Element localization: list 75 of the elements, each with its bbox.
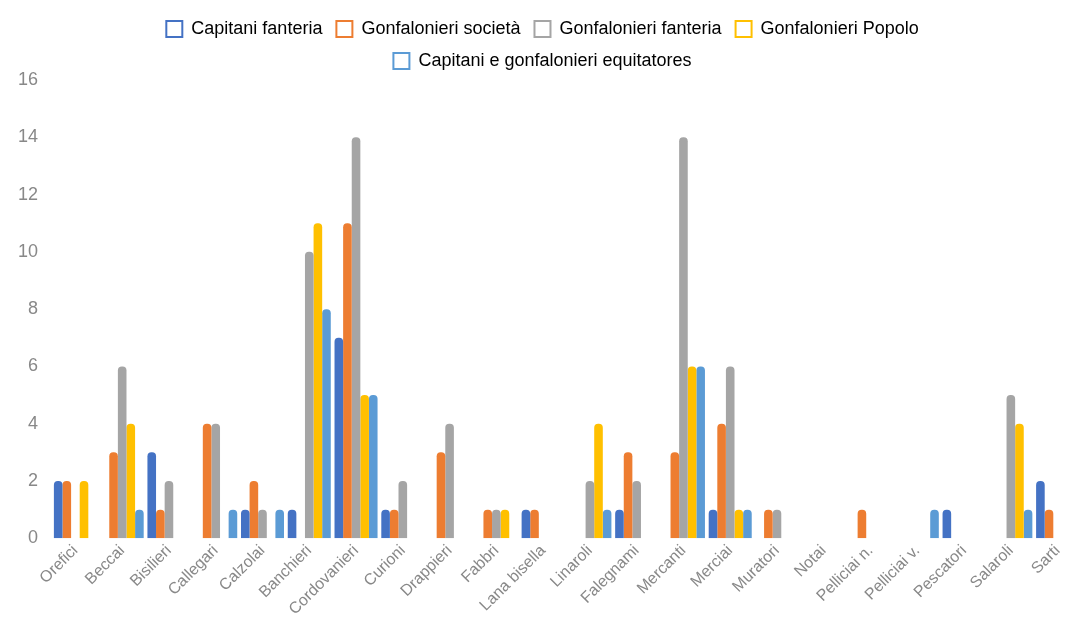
- bar: [202, 423, 212, 539]
- bar: [304, 251, 314, 539]
- bar: [368, 395, 378, 539]
- bar: [211, 423, 221, 539]
- bar: [585, 481, 595, 539]
- bar: [351, 137, 361, 539]
- bar: [287, 509, 297, 539]
- bar: [632, 481, 641, 539]
- bar: [360, 395, 369, 539]
- bar: [240, 509, 250, 539]
- bar: [670, 452, 680, 539]
- bar: [734, 509, 744, 539]
- bar: [398, 481, 408, 539]
- bar: [343, 223, 352, 539]
- bar: [164, 481, 174, 539]
- bar: [117, 366, 127, 539]
- bar: [1036, 481, 1045, 539]
- bar: [942, 509, 952, 539]
- bar: [436, 452, 446, 539]
- legend-label: Capitani fanteria: [191, 17, 324, 38]
- bar: [445, 423, 454, 539]
- bar: [147, 452, 157, 539]
- y-tick-label: 6: [28, 355, 39, 376]
- bar: [62, 481, 72, 539]
- bar: [687, 366, 697, 539]
- bar: [389, 509, 399, 539]
- bar: [79, 481, 89, 539]
- bar: [126, 423, 136, 539]
- bar: [500, 509, 510, 539]
- legend-label: Capitani e gonfalonieri equitatores: [418, 49, 692, 70]
- bar: [743, 509, 752, 539]
- y-tick-label: 4: [28, 412, 39, 433]
- bar: [228, 509, 238, 539]
- y-tick-label: 0: [28, 527, 39, 548]
- bar: [109, 452, 118, 539]
- bar: [156, 509, 165, 539]
- bar: [521, 509, 531, 539]
- bar: [679, 137, 688, 539]
- bar: [322, 309, 331, 539]
- bar: [708, 509, 718, 539]
- bar: [135, 509, 144, 539]
- legend-label: Gonfalonieri fanteria: [559, 17, 723, 38]
- y-tick-label: 10: [17, 240, 39, 261]
- bar: [483, 509, 493, 539]
- bar: [275, 509, 285, 539]
- bar: [594, 423, 603, 539]
- bar: [249, 481, 259, 539]
- legend-label: Gonfalonieri società: [361, 17, 522, 38]
- bar: [764, 509, 773, 539]
- bar: [615, 509, 624, 539]
- bar: [930, 509, 939, 539]
- y-tick-label: 12: [17, 183, 39, 204]
- legend-label: Gonfalonieri Popolo: [760, 17, 919, 38]
- bar: [492, 509, 501, 539]
- bar: [530, 509, 539, 539]
- y-tick-label: 14: [17, 126, 39, 147]
- bar: [53, 481, 63, 539]
- bar: [772, 509, 782, 539]
- bar: [717, 423, 726, 539]
- bar: [1015, 423, 1024, 539]
- bar: [725, 366, 735, 539]
- bar: [381, 509, 390, 539]
- bar: [623, 452, 633, 539]
- y-tick-label: 16: [17, 68, 39, 89]
- bar: [313, 223, 323, 539]
- bar: [1006, 395, 1016, 539]
- bar: [334, 337, 344, 539]
- bar: [1044, 509, 1054, 539]
- bar: [857, 509, 867, 539]
- bar: [696, 366, 705, 539]
- bar: [258, 509, 267, 539]
- bar: [602, 509, 612, 539]
- y-tick-label: 8: [28, 298, 39, 319]
- bar: [1023, 509, 1033, 539]
- y-tick-label: 2: [28, 469, 39, 490]
